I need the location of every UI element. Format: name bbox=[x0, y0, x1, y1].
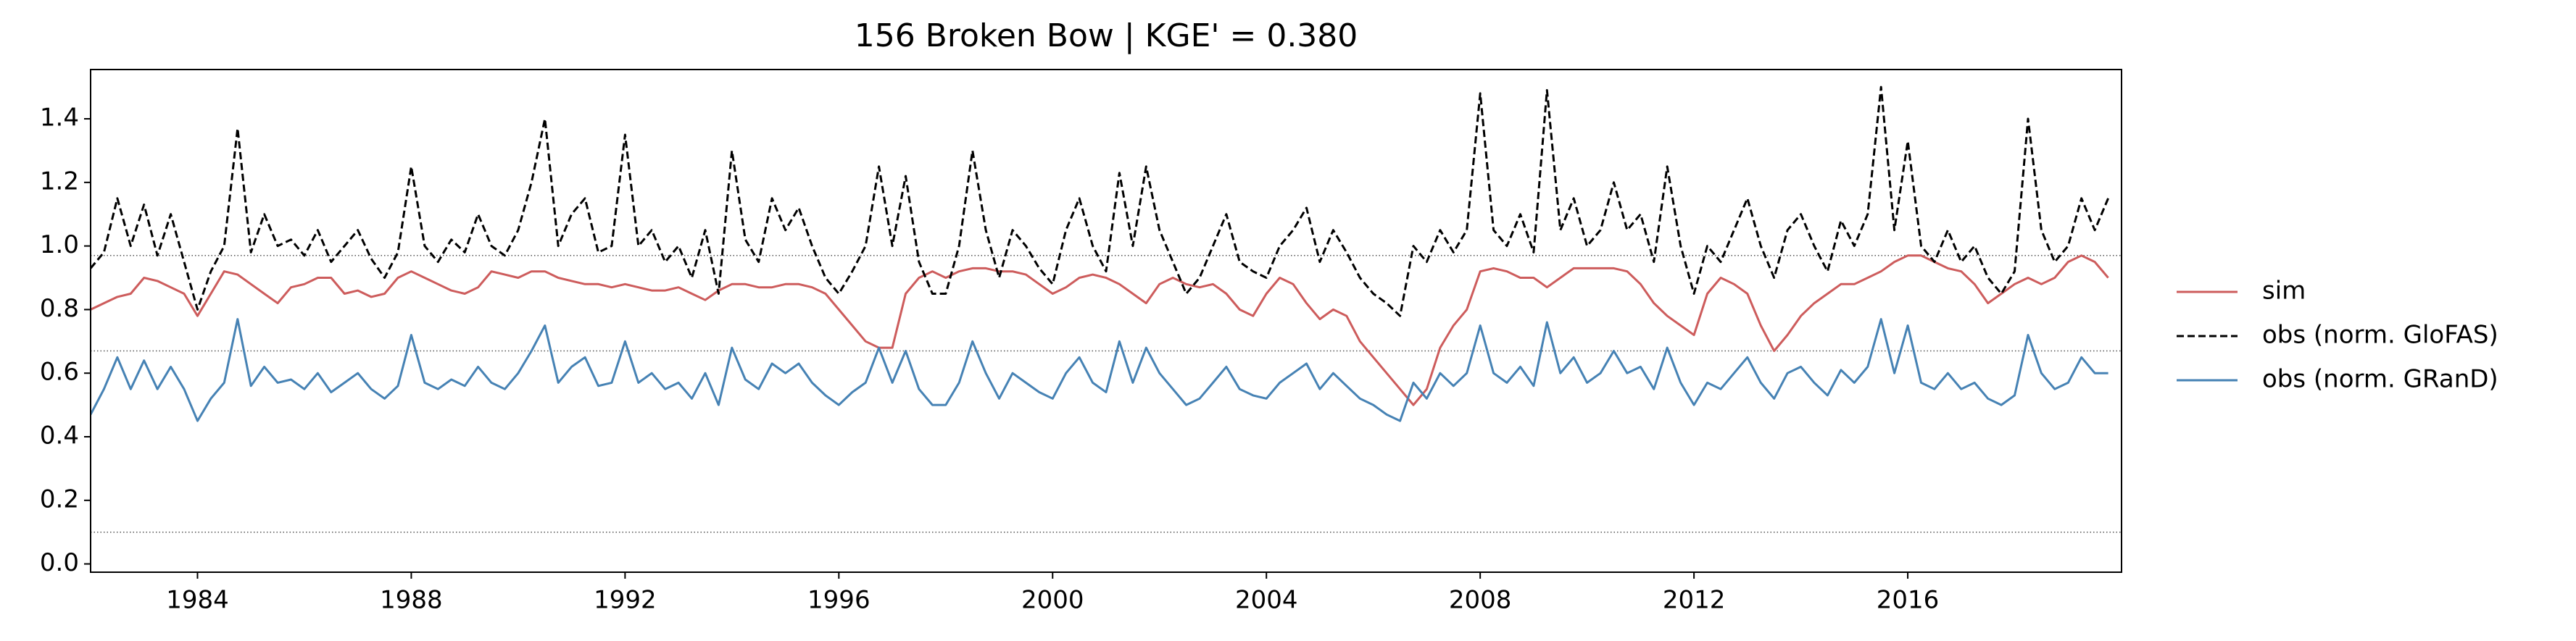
y-tick-label: 1.4 bbox=[40, 104, 79, 133]
y-tick-label: 0.2 bbox=[40, 485, 79, 514]
x-tick-label: 1992 bbox=[594, 586, 657, 615]
x-tick-label: 2016 bbox=[1877, 586, 1940, 615]
x-tick-label: 2008 bbox=[1449, 586, 1512, 615]
series-line bbox=[91, 254, 2109, 406]
x-tick-label: 1996 bbox=[807, 586, 871, 615]
legend-label: sim bbox=[2262, 277, 2306, 306]
y-tick-label: 0.6 bbox=[40, 358, 79, 387]
legend-label: obs (norm. GRanD) bbox=[2262, 365, 2498, 394]
y-tick-label: 0.4 bbox=[40, 422, 79, 451]
plot-frame bbox=[90, 69, 2122, 573]
y-tick-label: 1.2 bbox=[40, 167, 79, 196]
x-tick-label: 2012 bbox=[1663, 586, 1726, 615]
x-tick-label: 1984 bbox=[166, 586, 229, 615]
y-tick-label: 1.0 bbox=[40, 230, 79, 259]
series-line bbox=[91, 318, 2108, 422]
y-tick-label: 0.8 bbox=[40, 294, 79, 323]
x-tick-label: 1988 bbox=[380, 586, 443, 615]
legend-label: obs (norm. GloFAS) bbox=[2262, 321, 2498, 350]
chart-title: 156 Broken Bow | KGE' = 0.380 bbox=[855, 17, 1358, 54]
x-tick-label: 2000 bbox=[1021, 586, 1084, 615]
series-line bbox=[91, 85, 2109, 317]
x-tick-label: 2004 bbox=[1235, 586, 1298, 615]
y-tick-label: 0.0 bbox=[40, 548, 79, 577]
